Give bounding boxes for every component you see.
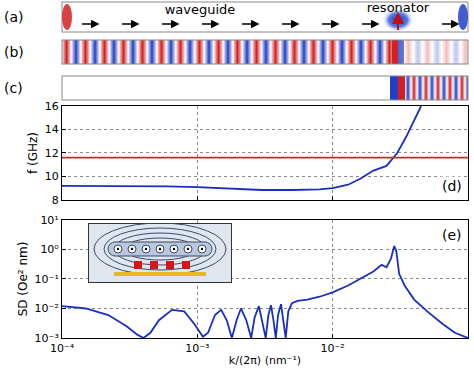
svg-text:14: 14 xyxy=(45,123,59,136)
svg-text:10⁻³: 10⁻³ xyxy=(35,332,59,345)
svg-text:16: 16 xyxy=(45,100,59,113)
svg-text:10⁰: 10⁰ xyxy=(40,243,59,256)
svg-text:f (GHz): f (GHz) xyxy=(26,132,40,174)
svg-text:(a): (a) xyxy=(4,9,24,25)
svg-text:8: 8 xyxy=(52,194,59,207)
svg-text:(d): (d) xyxy=(442,178,462,194)
svg-text:10: 10 xyxy=(45,170,59,183)
svg-text:resonator: resonator xyxy=(367,0,430,15)
svg-text:k/(2π) (nm⁻¹): k/(2π) (nm⁻¹) xyxy=(229,354,301,367)
svg-text:(c): (c) xyxy=(4,80,23,96)
svg-text:waveguide: waveguide xyxy=(165,2,236,17)
svg-text:12: 12 xyxy=(45,147,59,160)
svg-text:10⁻²: 10⁻² xyxy=(35,302,59,315)
svg-text:10⁻²: 10⁻² xyxy=(321,342,345,355)
svg-text:10⁻³: 10⁻³ xyxy=(185,342,209,355)
svg-text:(e): (e) xyxy=(442,227,462,243)
svg-text:SD (Oe² nm): SD (Oe² nm) xyxy=(16,242,30,317)
svg-text:10¹: 10¹ xyxy=(40,214,58,227)
svg-text:(b): (b) xyxy=(4,44,24,60)
svg-text:10⁻¹: 10⁻¹ xyxy=(35,273,59,286)
svg-text:10⁻⁴: 10⁻⁴ xyxy=(50,342,75,355)
